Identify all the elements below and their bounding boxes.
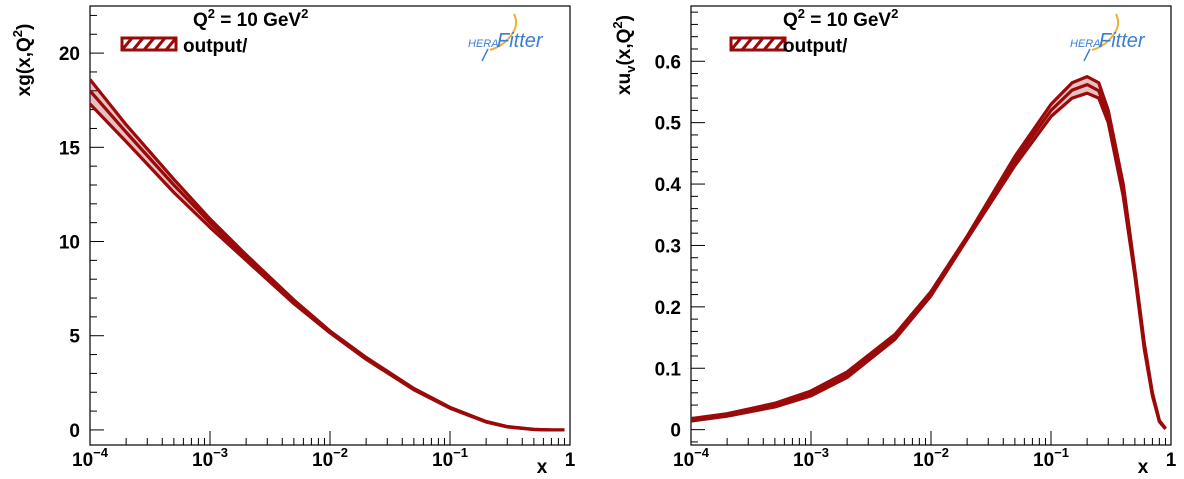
x-tick-label: 1 [565,450,576,471]
y-tick-label: 0 [670,421,681,442]
y-tick-label: 0 [69,421,80,442]
panel-gluon: 0 5 10 15 20 10−4 10−3 10−2 10−1 1 xg(x,Q2) x Q2… [10,5,576,478]
logo-figure-icon [481,48,489,62]
y-tick-label: 15 [59,138,81,159]
logo-figure-icon [1083,48,1091,62]
q2-label: Q2 = 10 GeV2 [783,6,898,31]
legend-hatch-line [142,37,156,51]
plot-frame [690,5,1172,446]
x-tick-labels: 10−4 10−3 10−2 10−1 1 [673,445,1177,471]
x-tick-label: 1 [1166,450,1177,471]
legend-hatch-line [773,37,787,51]
legend-hatch-line [762,37,776,51]
band-upper-line [691,75,1167,430]
y-axis-label: xg(x,Q2) [10,24,35,97]
logo-swoosh-icon [489,13,518,51]
x-axis-label: x [537,457,548,478]
y-tick-label: 0.2 [655,298,681,319]
x-tick-label: 10−3 [793,445,829,471]
x-tick-label: 10−2 [312,445,348,471]
panel-uvalence: 0 0.1 0.2 0.3 0.4 0.5 0.6 10−4 10−3 10−2 10−1 1 xu… [610,5,1177,478]
logo-swoosh-icon [1091,13,1120,51]
legend-swatch-box [120,36,178,52]
x-tick-label: 10−4 [673,445,710,471]
x-tick-label: 10−1 [1033,445,1069,471]
legend-hatch-line [131,37,145,51]
legend-hatch-line [153,37,167,51]
uncertainty-band-fill [691,76,1166,430]
x-axis-ticks [690,431,1167,445]
y-axis-label: xuv(x,Q2) [610,15,638,95]
y-axis-ticks [90,14,104,431]
y-axis-ticks [691,11,705,443]
band-central-line [90,89,565,432]
band-lower-line [90,102,565,432]
y-tick-label: 0.6 [655,52,681,73]
legend: output/ [120,36,248,57]
legend-label: output/ [783,36,848,57]
y-tick-label: 10 [59,233,80,254]
legend-swatch [729,36,787,52]
legend-hatch-line [164,37,178,51]
x-axis-label: x [1138,457,1149,478]
y-tick-labels: 0 5 10 15 20 [59,44,81,442]
x-tick-label: 10−3 [192,445,228,471]
q2-label: Q2 = 10 GeV2 [193,6,308,31]
legend: output/ [729,36,848,57]
legend-hatch-line [120,37,134,51]
x-tick-label: 10−2 [913,445,949,471]
legend-swatch-box [729,36,787,52]
y-tick-label: 0.1 [655,359,682,380]
logo-fitter-text: Fitter [497,30,544,52]
legend-hatch-line [729,37,743,51]
uncertainty-band-fill [90,79,565,430]
logo-hera-text: HERA [1070,38,1101,50]
data-band-group [90,78,565,432]
data-band-group [691,75,1167,431]
y-tick-label: 0.4 [655,175,682,196]
plot-frame [89,5,571,446]
y-tick-labels: 0 0.1 0.2 0.3 0.4 0.5 0.6 [655,52,682,441]
legend-hatch-line [751,37,765,51]
band-upper-line [90,78,565,432]
legend-hatch-line [740,37,754,51]
x-tick-label: 10−1 [432,445,468,471]
logo-fitter-text: Fitter [1099,30,1146,52]
logo-hera-text: HERA [468,38,499,50]
y-tick-label: 20 [59,44,80,65]
y-tick-label: 5 [69,327,80,348]
band-lower-line [691,91,1167,431]
x-tick-labels: 10−4 10−3 10−2 10−1 1 [72,445,576,471]
y-tick-label: 0.3 [655,236,681,257]
y-tick-label: 0.5 [655,114,682,135]
legend-swatch [120,36,178,52]
legend-label: output/ [183,36,248,57]
x-tick-label: 10−4 [72,445,109,471]
x-axis-ticks [89,431,566,445]
band-central-line [691,82,1167,430]
